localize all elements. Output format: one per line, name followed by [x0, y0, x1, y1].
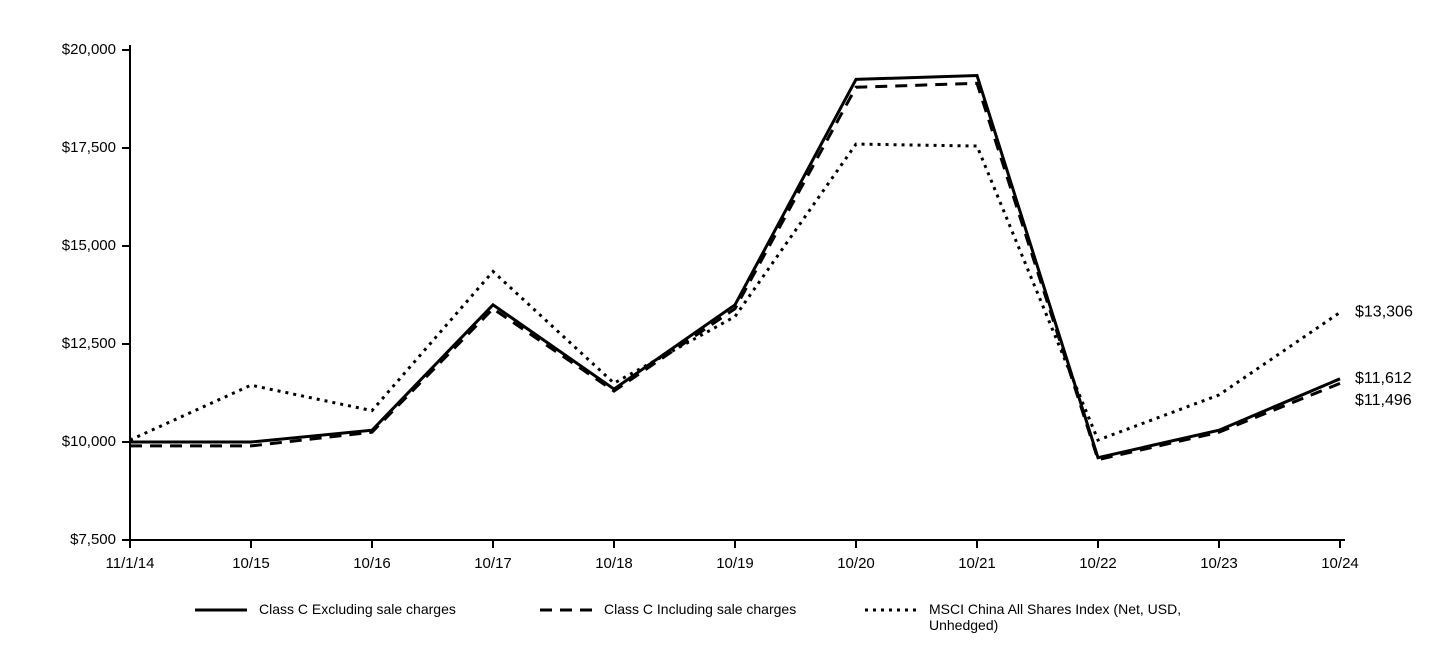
x-tick-label: 10/23 [1200, 555, 1238, 572]
end-label-class-c-incl: $11,496 [1355, 392, 1412, 409]
legend-label-class-c-excl: Class C Excluding sale charges [259, 601, 456, 617]
y-tick-label: $7,500 [70, 531, 116, 548]
y-tick-label: $20,000 [62, 41, 116, 58]
x-tick-label: 11/1/14 [106, 555, 155, 572]
x-tick-label: 10/21 [958, 555, 996, 572]
x-tick-label: 10/18 [595, 555, 633, 572]
y-tick-label: $15,000 [62, 237, 116, 254]
x-tick-label: 10/19 [716, 555, 754, 572]
end-label-msci: $13,306 [1355, 304, 1413, 321]
legend-label-class-c-incl: Class C Including sale charges [604, 601, 796, 617]
x-tick-label: 10/17 [474, 555, 512, 572]
growth-chart: $7,500 $10,000 $12,500 $15,000 $17,500 $20,00… [0, 0, 1440, 660]
x-tick-label: 10/16 [353, 555, 391, 572]
x-tick-label: 10/20 [837, 555, 875, 572]
y-tick-label: $12,500 [62, 335, 116, 352]
x-tick-label: 10/24 [1321, 555, 1359, 572]
y-tick-label: $10,000 [62, 433, 116, 450]
y-tick-label: $17,500 [62, 139, 116, 156]
x-tick-label: 10/22 [1079, 555, 1117, 572]
end-label-class-c-excl: $11,612 [1355, 370, 1412, 387]
x-tick-label: 10/15 [232, 555, 270, 572]
